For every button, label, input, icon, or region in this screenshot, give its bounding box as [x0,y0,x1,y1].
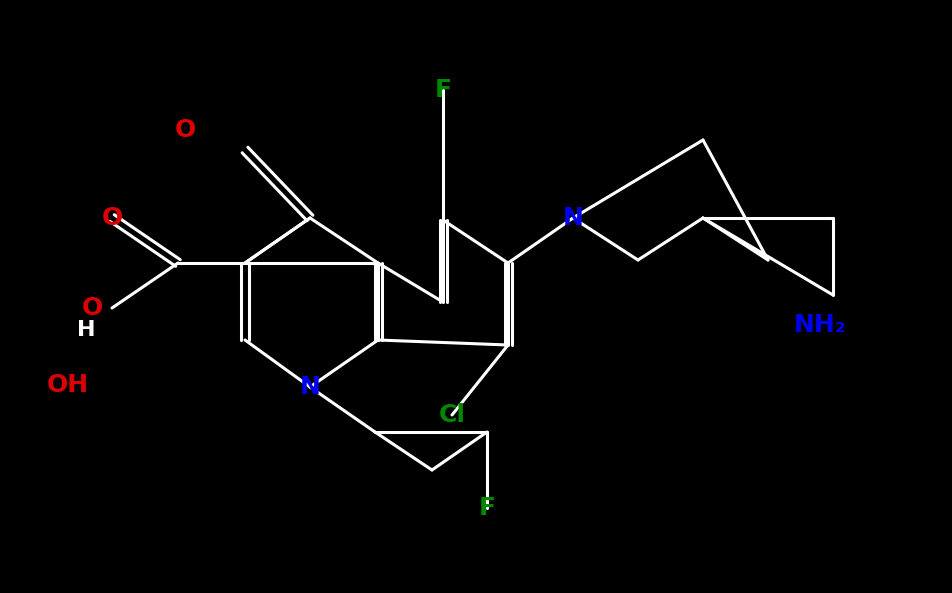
Text: O: O [174,118,195,142]
Text: O: O [81,296,103,320]
Text: N: N [300,375,321,399]
Text: H: H [77,320,95,340]
Text: N: N [563,206,584,230]
Text: F: F [434,78,451,102]
Text: F: F [479,496,495,520]
Text: NH₂: NH₂ [794,313,846,337]
Text: Cl: Cl [439,403,466,427]
Text: O: O [101,206,123,230]
Text: OH: OH [47,373,89,397]
